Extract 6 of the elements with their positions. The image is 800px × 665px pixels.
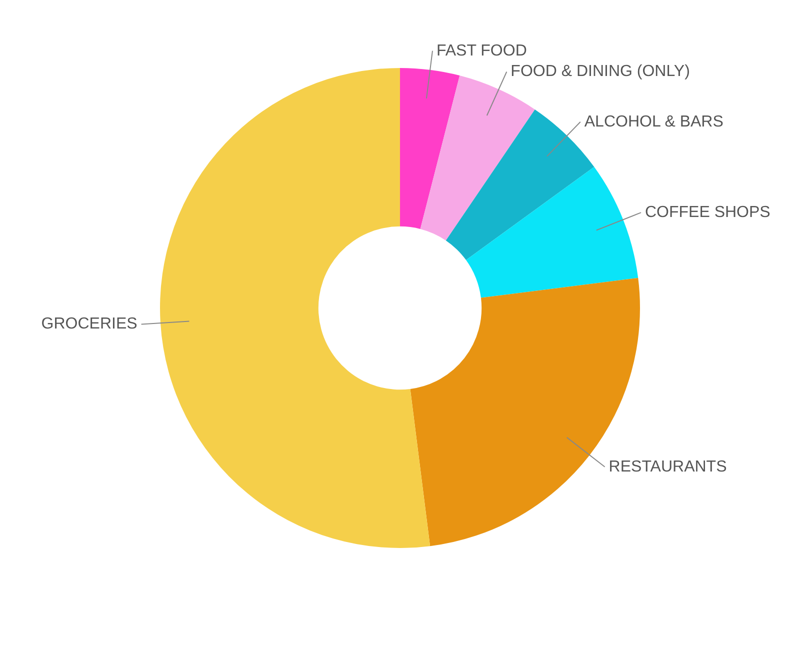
slice-label: FOOD & DINING (ONLY) (510, 63, 690, 80)
slice-label: COFFEE SHOPS (645, 204, 770, 221)
slice-label: GROCERIES (41, 316, 138, 333)
slice-label: FAST FOOD (436, 42, 527, 60)
slice-label: ALCOHOL & BARS (584, 113, 724, 130)
slice-label: RESTAURANTS (608, 458, 727, 476)
